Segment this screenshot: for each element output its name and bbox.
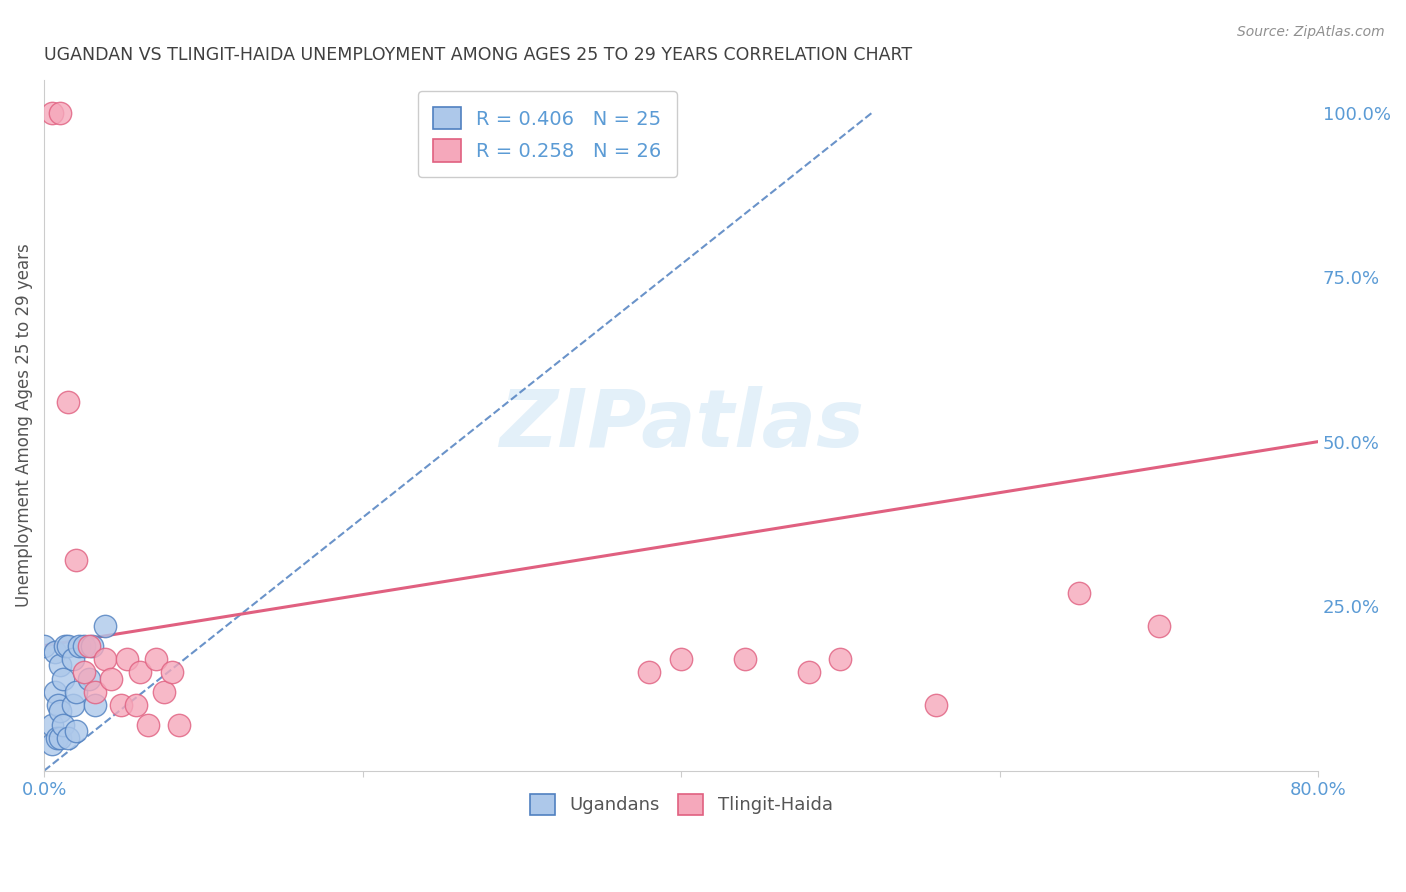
Point xyxy=(56,731,79,745)
Point xyxy=(62,652,84,666)
Point xyxy=(145,652,167,666)
Point xyxy=(73,665,96,679)
Point xyxy=(56,639,79,653)
Point xyxy=(52,717,75,731)
Point xyxy=(62,698,84,712)
Point xyxy=(84,698,107,712)
Y-axis label: Unemployment Among Ages 25 to 29 years: Unemployment Among Ages 25 to 29 years xyxy=(15,244,32,607)
Point xyxy=(44,645,66,659)
Point xyxy=(1147,619,1170,633)
Point xyxy=(65,684,87,698)
Point xyxy=(152,684,174,698)
Point xyxy=(53,639,76,653)
Point xyxy=(115,652,138,666)
Point xyxy=(45,731,67,745)
Point xyxy=(80,639,103,653)
Point xyxy=(1069,586,1091,600)
Point xyxy=(830,652,852,666)
Point xyxy=(41,717,63,731)
Point xyxy=(797,665,820,679)
Point xyxy=(73,639,96,653)
Point xyxy=(44,684,66,698)
Point xyxy=(77,639,100,653)
Point xyxy=(67,639,90,653)
Point xyxy=(160,665,183,679)
Point xyxy=(734,652,756,666)
Point xyxy=(925,698,948,712)
Text: ZIPatlas: ZIPatlas xyxy=(499,386,863,464)
Point xyxy=(125,698,148,712)
Point xyxy=(65,724,87,739)
Point xyxy=(136,717,159,731)
Point xyxy=(169,717,191,731)
Point xyxy=(100,672,122,686)
Point xyxy=(41,105,63,120)
Point xyxy=(49,105,72,120)
Point xyxy=(93,652,115,666)
Point xyxy=(128,665,150,679)
Point xyxy=(93,619,115,633)
Point xyxy=(52,672,75,686)
Point xyxy=(41,737,63,751)
Legend: Ugandans, Tlingit-Haida: Ugandans, Tlingit-Haida xyxy=(520,785,842,824)
Point xyxy=(49,705,72,719)
Point xyxy=(49,658,72,673)
Text: Source: ZipAtlas.com: Source: ZipAtlas.com xyxy=(1237,25,1385,39)
Text: UGANDAN VS TLINGIT-HAIDA UNEMPLOYMENT AMONG AGES 25 TO 29 YEARS CORRELATION CHAR: UGANDAN VS TLINGIT-HAIDA UNEMPLOYMENT AM… xyxy=(44,46,912,64)
Point xyxy=(48,698,70,712)
Point xyxy=(49,731,72,745)
Point xyxy=(638,665,661,679)
Point xyxy=(56,395,79,409)
Point xyxy=(77,672,100,686)
Point xyxy=(110,698,132,712)
Point xyxy=(669,652,692,666)
Point xyxy=(32,639,55,653)
Point xyxy=(65,553,87,567)
Point xyxy=(84,684,107,698)
